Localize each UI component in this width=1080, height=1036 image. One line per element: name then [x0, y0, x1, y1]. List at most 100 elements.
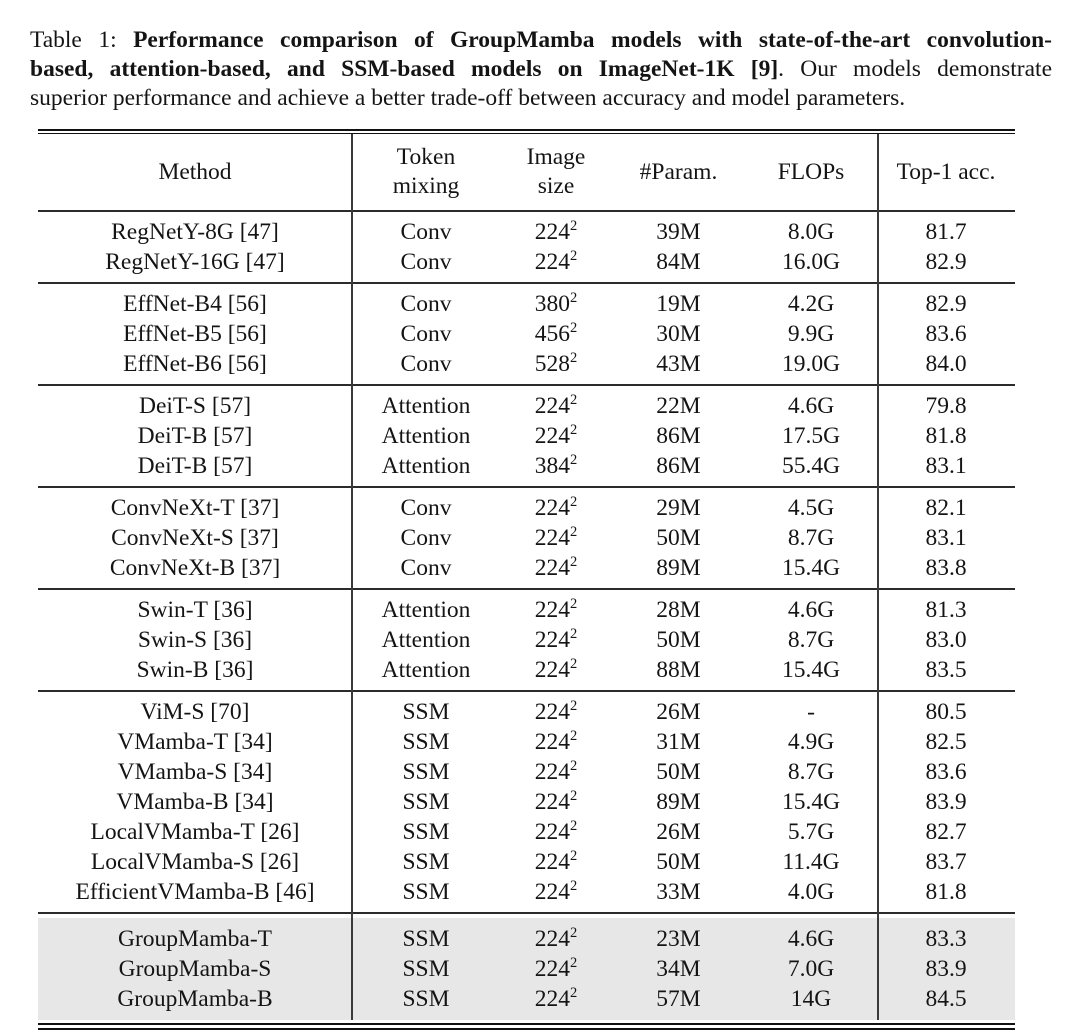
- mixing-cell: Conv: [400, 321, 452, 347]
- image-size-exponent: 2: [570, 656, 578, 673]
- size-cell: 2242: [500, 984, 612, 1014]
- image-size-value: 224: [534, 729, 570, 755]
- acc-cell: 83.1: [925, 525, 967, 551]
- image-size-exponent: 2: [570, 626, 578, 643]
- flops-cell: 15.4G: [781, 657, 841, 683]
- mixing-cell: SSM: [402, 789, 450, 815]
- table-row: ConvNeXt-B [37] Conv 2242 89M 15.4G 83.8: [38, 553, 1015, 583]
- size-cell: 2242: [500, 757, 612, 787]
- group-separator-rule: [38, 690, 1015, 692]
- image-size-value: 456: [534, 321, 570, 347]
- mixing-cell: Conv: [400, 495, 452, 521]
- size-cell: 5282: [500, 349, 612, 379]
- method-cell: Swin-S [36]: [137, 627, 253, 653]
- table-row: GroupMamba-S SSM 2242 34M 7.0G 83.9: [38, 954, 1015, 984]
- method-cell: RegNetY-16G [47]: [105, 249, 285, 275]
- image-size-exponent: 2: [570, 698, 578, 715]
- mixing-cell: Conv: [400, 525, 452, 551]
- image-size-value: 224: [534, 759, 570, 785]
- flops-cell: 15.4G: [781, 555, 841, 581]
- params-cell: 29M: [656, 495, 701, 521]
- model-group: ViM-S [70] SSM 2242 26M -80.5 VMamba-T [34] SS…: [38, 692, 1015, 912]
- params-cell: 39M: [656, 219, 701, 245]
- table-row: LocalVMamba-S [26] SSM 2242 50M 11.4G 83.7: [38, 847, 1015, 877]
- params-cell: 88M: [656, 657, 701, 683]
- table-row: EffNet-B6 [56] Conv 5282 43M 19.0G 84.0: [38, 349, 1015, 379]
- mixing-cell: Attention: [381, 627, 471, 653]
- image-size-value: 224: [534, 789, 570, 815]
- method-cell: VMamba-S [34]: [117, 759, 273, 785]
- acc-cell: 81.3: [925, 597, 967, 623]
- params-cell: 86M: [656, 453, 701, 479]
- acc-cell: 83.1: [925, 453, 967, 479]
- image-size-value: 528: [534, 351, 570, 377]
- image-size-value: 224: [534, 495, 570, 521]
- table-row: VMamba-T [34] SSM 2242 31M 4.9G 82.5: [38, 727, 1015, 757]
- column-header-method: Method: [158, 158, 232, 185]
- vertical-divider-left: [351, 134, 353, 1020]
- params-cell: 23M: [656, 926, 701, 952]
- flops-cell: 4.5G: [787, 495, 835, 521]
- table-row: GroupMamba-T SSM 2242 23M 4.6G 83.3: [38, 924, 1015, 954]
- flops-cell: 4.2G: [787, 291, 835, 317]
- acc-cell: 81.7: [925, 219, 967, 245]
- size-cell: 2242: [500, 493, 612, 523]
- size-cell: 2242: [500, 523, 612, 553]
- table-row: EfficientVMamba-B [46] SSM 2242 33M 4.0G 81.8: [38, 877, 1015, 907]
- mixing-cell: SSM: [402, 879, 450, 905]
- mixing-cell: Conv: [400, 291, 452, 317]
- params-cell: 31M: [656, 729, 701, 755]
- mixing-cell: SSM: [402, 849, 450, 875]
- method-cell: EffNet-B6 [56]: [123, 351, 267, 377]
- table-row: DeiT-B [57] Attention 2242 86M 17.5G 81.8: [38, 421, 1015, 451]
- flops-cell: -: [807, 699, 815, 725]
- params-cell: 50M: [656, 627, 701, 653]
- image-size-value: 224: [534, 423, 570, 449]
- table-row: ConvNeXt-T [37] Conv 2242 29M 4.5G 82.1: [38, 493, 1015, 523]
- caption-line: superior performance and achieve a bette…: [30, 84, 1052, 113]
- size-cell: 2242: [500, 391, 612, 421]
- table-row: LocalVMamba-T [26] SSM 2242 26M 5.7G 82.7: [38, 817, 1015, 847]
- column-header-size: Image size: [526, 144, 586, 199]
- model-group: Swin-T [36] Attention 2242 28M 4.6G 81.3 Swin-…: [38, 590, 1015, 690]
- params-cell: 57M: [656, 986, 701, 1012]
- params-cell: 30M: [656, 321, 701, 347]
- image-size-exponent: 2: [570, 925, 578, 942]
- table-body: Method Token mixing Image size #Param. FLOPs…: [38, 134, 1015, 1020]
- method-cell: ConvNeXt-T [37]: [110, 495, 280, 521]
- method-cell: DeiT-S [57]: [138, 393, 252, 419]
- method-cell: GroupMamba-T: [117, 926, 272, 952]
- flops-cell: 14G: [790, 986, 832, 1012]
- acc-cell: 83.7: [925, 849, 967, 875]
- method-cell: EfficientVMamba-B [46]: [75, 879, 315, 905]
- group-separator-rule: [38, 912, 1015, 914]
- method-cell: ConvNeXt-S [37]: [111, 525, 279, 551]
- group-separator-rule: [38, 486, 1015, 488]
- flops-cell: 55.4G: [781, 453, 841, 479]
- image-size-exponent: 2: [570, 788, 578, 805]
- image-size-value: 224: [534, 219, 570, 245]
- size-cell: 3842: [500, 451, 612, 481]
- size-cell: 2242: [500, 727, 612, 757]
- caption-bold-text: based, attention-based, and SSM-based mo…: [30, 56, 779, 82]
- image-size-exponent: 2: [570, 320, 578, 337]
- mixing-cell: Attention: [381, 393, 471, 419]
- table-row: GroupMamba-B SSM 2242 57M 14G 84.5: [38, 984, 1015, 1014]
- image-size-value: 224: [534, 627, 570, 653]
- column-header-acc: Top-1 acc.: [896, 158, 996, 185]
- size-cell: 2242: [500, 877, 612, 907]
- acc-cell: 79.8: [925, 393, 967, 419]
- image-size-exponent: 2: [570, 878, 578, 895]
- params-cell: 84M: [656, 249, 701, 275]
- image-size-value: 384: [534, 453, 570, 479]
- table-row: ViM-S [70] SSM 2242 26M - 80.5: [38, 697, 1015, 727]
- model-group: ConvNeXt-T [37] Conv 2242 29M 4.5G 82.1 ConvNe…: [38, 488, 1015, 588]
- vertical-divider-right: [877, 134, 879, 1020]
- image-size-value: 224: [534, 699, 570, 725]
- mixing-cell: Attention: [381, 453, 471, 479]
- acc-cell: 81.8: [925, 423, 967, 449]
- size-cell: 2242: [500, 595, 612, 625]
- flops-cell: 8.7G: [787, 525, 835, 551]
- mixing-cell: SSM: [402, 926, 450, 952]
- image-size-exponent: 2: [570, 218, 578, 235]
